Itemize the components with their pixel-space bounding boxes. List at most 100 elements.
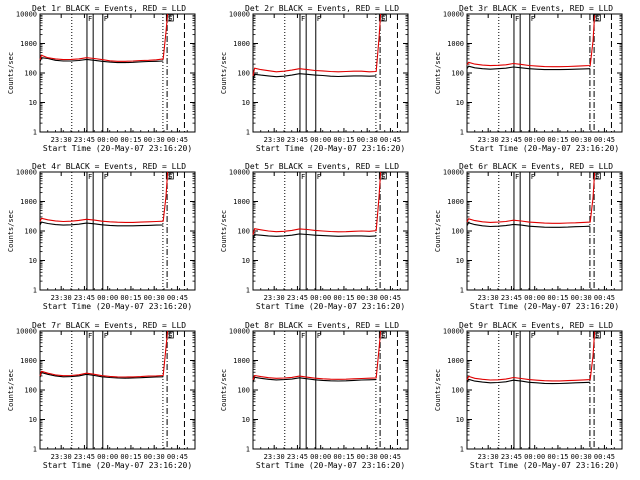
- x-tick-label: 00:00: [97, 294, 118, 302]
- x-axis-title: Start Time (20-May-07 23:16:20): [43, 302, 192, 311]
- x-tick-label: 00:15: [547, 136, 568, 144]
- marker-flag-label: F: [301, 173, 305, 181]
- chart-panel-5: Det 5r BLACK = Events, RED = LLD 1 10 100 10…: [220, 162, 409, 311]
- x-tick-label: 00:45: [594, 136, 615, 144]
- x-tick-label: 00:45: [167, 294, 188, 302]
- x-tick-label: 00:30: [571, 294, 592, 302]
- saa-flag-label: S: [168, 332, 172, 340]
- marker-flag-label: E: [168, 173, 172, 181]
- x-tick-label: 00:00: [310, 453, 331, 461]
- y-tick-label: 100: [237, 70, 250, 78]
- x-tick-label: 23:30: [478, 294, 499, 302]
- y-tick-label: 1000: [447, 40, 464, 48]
- x-tick-label: 23:45: [501, 294, 522, 302]
- x-tick-label: 23:45: [287, 294, 308, 302]
- y-axis-title: Counts/sec: [220, 369, 228, 411]
- x-tick-label: 00:45: [380, 136, 401, 144]
- marker-flag-label: F: [301, 15, 305, 23]
- y-tick-label: 10000: [16, 328, 37, 336]
- x-tick-label: 23:30: [51, 136, 72, 144]
- series-line-lld: [39, 330, 169, 378]
- y-tick-label: 1: [460, 287, 464, 295]
- y-tick-label: 1000: [233, 357, 250, 365]
- chart-title: Det 8r BLACK = Events, RED = LLD: [245, 321, 399, 330]
- series-line-events: [39, 221, 164, 227]
- y-tick-label: 10: [29, 416, 37, 424]
- y-tick-label: 10000: [229, 169, 250, 177]
- y-tick-label: 10000: [16, 169, 37, 177]
- y-axis-title: Counts/sec: [7, 369, 15, 411]
- x-tick-label: 00:15: [120, 136, 141, 144]
- marker-flag-label: E: [595, 15, 599, 23]
- y-tick-label: 10000: [229, 11, 250, 19]
- plot-frame: [252, 13, 409, 133]
- y-tick-label: 1000: [20, 198, 37, 206]
- y-tick-label: 1000: [447, 357, 464, 365]
- y-axis-title: Counts/sec: [220, 52, 228, 94]
- chart-panel-6: Det 6r BLACK = Events, RED = LLD 1 10 100 10…: [434, 162, 623, 311]
- marker-flag-label: F: [88, 332, 92, 340]
- x-tick-label: 00:00: [97, 136, 118, 144]
- x-tick-label: 00:45: [594, 294, 615, 302]
- marker-flag-label: F: [515, 15, 519, 23]
- marker-flag-label: F: [515, 332, 519, 340]
- y-axis-title: Counts/sec: [434, 369, 442, 411]
- series-line-lld: [252, 13, 382, 77]
- series-line-lld: [466, 15, 596, 68]
- chart-title: Det 9r BLACK = Events, RED = LLD: [459, 321, 613, 330]
- saa-flag-label: S: [595, 173, 599, 181]
- x-axis-title: Start Time (20-May-07 23:16:20): [256, 461, 405, 470]
- series-line-lld: [252, 171, 382, 235]
- marker-flag-label: E: [595, 332, 599, 340]
- marker-flag-label: F: [531, 173, 535, 181]
- y-tick-label: 10: [456, 257, 464, 265]
- saa-flag-box: [378, 172, 387, 180]
- y-tick-label: 10000: [443, 328, 464, 336]
- x-tick-label: 00:00: [97, 453, 118, 461]
- y-axis-title: Counts/sec: [7, 210, 15, 252]
- x-tick-label: 00:00: [524, 136, 545, 144]
- x-tick-label: 00:30: [571, 453, 592, 461]
- y-tick-label: 100: [24, 228, 37, 236]
- x-tick-label: 00:00: [310, 294, 331, 302]
- x-tick-label: 00:15: [333, 294, 354, 302]
- marker-flag-label: F: [317, 173, 321, 181]
- marker-flag-label: F: [317, 15, 321, 23]
- x-tick-label: 00:45: [380, 294, 401, 302]
- y-tick-label: 1000: [233, 40, 250, 48]
- saa-flag-box: [592, 14, 601, 22]
- saa-flag-box: [592, 331, 601, 339]
- y-tick-label: 1: [33, 129, 37, 137]
- x-tick-label: 00:30: [357, 136, 378, 144]
- x-tick-label: 00:30: [144, 136, 165, 144]
- plot-frame: [39, 171, 196, 291]
- x-tick-label: 23:30: [264, 453, 285, 461]
- saa-flag-label: S: [381, 173, 385, 181]
- plot-frame: [252, 330, 409, 450]
- saa-flag-box: [165, 172, 174, 180]
- x-tick-label: 00:30: [357, 453, 378, 461]
- x-tick-label: 00:45: [167, 136, 188, 144]
- x-tick-label: 23:45: [287, 136, 308, 144]
- x-axis-title: Start Time (20-May-07 23:16:20): [470, 302, 619, 311]
- x-tick-label: 00:15: [333, 453, 354, 461]
- series-line-events: [252, 376, 377, 383]
- plot-frame: [466, 13, 623, 133]
- x-tick-label: 23:30: [264, 136, 285, 144]
- x-axis-title: Start Time (20-May-07 23:16:20): [43, 461, 192, 470]
- x-tick-label: 00:30: [571, 136, 592, 144]
- series-line-lld: [252, 330, 382, 381]
- y-axis-title: Counts/sec: [434, 210, 442, 252]
- y-tick-label: 1: [33, 446, 37, 454]
- x-tick-label: 00:15: [333, 136, 354, 144]
- marker-flag-label: F: [104, 332, 108, 340]
- chart-panel-9: Det 9r BLACK = Events, RED = LLD 1 10 100 10…: [434, 321, 623, 470]
- marker-flag-label: E: [595, 173, 599, 181]
- chart-title: Det 3r BLACK = Events, RED = LLD: [459, 4, 613, 13]
- y-tick-label: 100: [451, 228, 464, 236]
- series-line-events: [252, 73, 377, 81]
- x-tick-label: 23:45: [74, 294, 95, 302]
- series-line-events: [466, 222, 591, 228]
- x-tick-label: 23:45: [287, 453, 308, 461]
- chart-panel-3: Det 3r BLACK = Events, RED = LLD 1 10 100 10…: [434, 4, 623, 153]
